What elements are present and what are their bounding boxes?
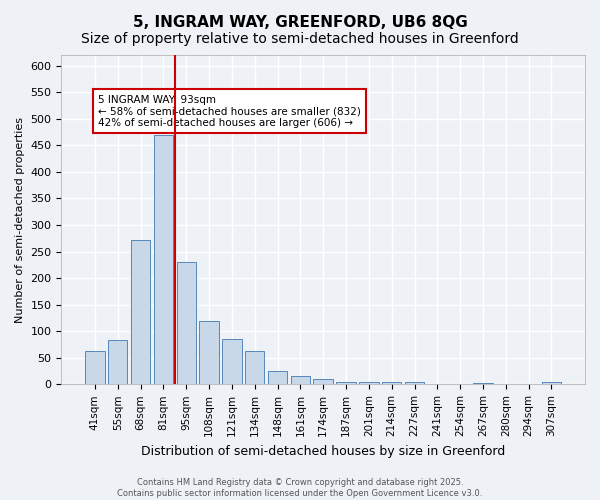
Bar xyxy=(290,376,310,384)
Bar xyxy=(405,382,424,384)
Text: Contains HM Land Registry data © Crown copyright and database right 2025.
Contai: Contains HM Land Registry data © Crown c… xyxy=(118,478,482,498)
Bar xyxy=(176,262,196,384)
Text: 5, INGRAM WAY, GREENFORD, UB6 8QG: 5, INGRAM WAY, GREENFORD, UB6 8QG xyxy=(133,15,467,30)
Bar xyxy=(199,321,219,384)
Bar xyxy=(359,382,379,384)
Text: Size of property relative to semi-detached houses in Greenford: Size of property relative to semi-detach… xyxy=(81,32,519,46)
X-axis label: Distribution of semi-detached houses by size in Greenford: Distribution of semi-detached houses by … xyxy=(141,444,505,458)
Bar xyxy=(337,382,356,384)
Bar xyxy=(85,352,104,384)
Bar xyxy=(245,352,265,384)
Bar xyxy=(382,382,401,384)
Bar xyxy=(131,240,150,384)
Bar xyxy=(473,382,493,384)
Bar xyxy=(313,379,333,384)
Bar xyxy=(154,134,173,384)
Bar xyxy=(108,340,127,384)
Bar xyxy=(268,371,287,384)
Y-axis label: Number of semi-detached properties: Number of semi-detached properties xyxy=(15,116,25,322)
Bar xyxy=(542,382,561,384)
Bar xyxy=(222,339,242,384)
Text: 5 INGRAM WAY: 93sqm
← 58% of semi-detached houses are smaller (832)
42% of semi-: 5 INGRAM WAY: 93sqm ← 58% of semi-detach… xyxy=(98,94,361,128)
